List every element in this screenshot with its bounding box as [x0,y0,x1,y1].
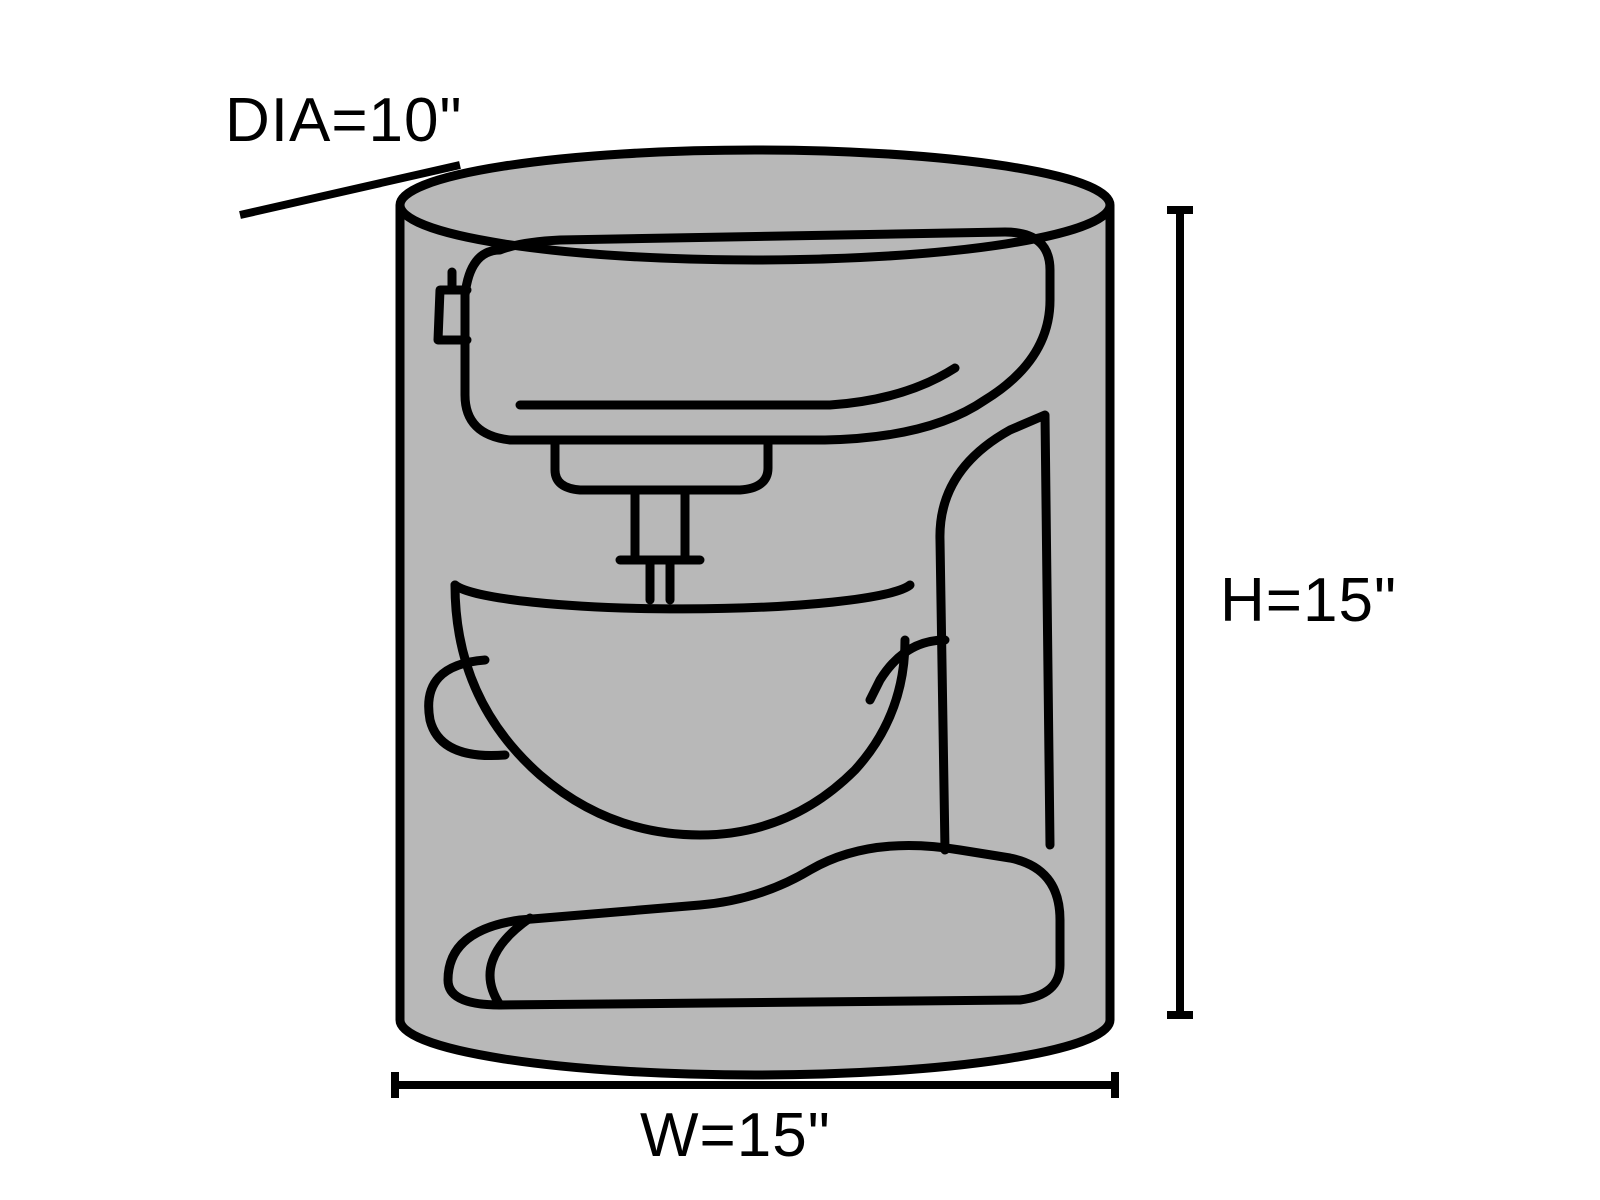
diagram-stage: DIA=10" H=15" W=15" [0,0,1600,1200]
height-label: H=15" [1220,565,1397,636]
width-label: W=15" [640,1100,831,1171]
dia-label: DIA=10" [225,85,463,156]
